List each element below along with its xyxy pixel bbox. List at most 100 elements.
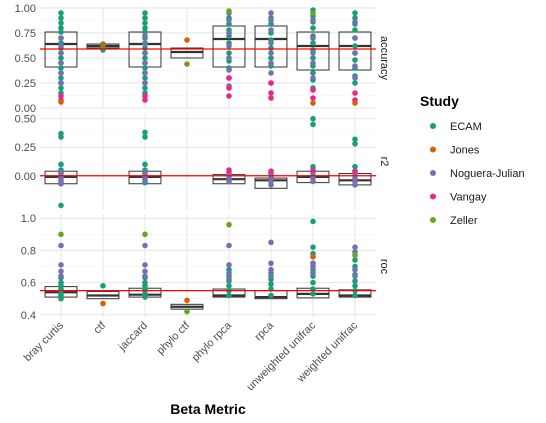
point-noguera-julian (352, 273, 358, 279)
panel-r2: 0.00 0.25 0.50 r2 (15, 113, 390, 210)
point-vangay (310, 167, 316, 173)
point-noguera-julian (226, 262, 232, 268)
x-tick-label: phylo rpca (190, 319, 235, 364)
y-tick-label: 0.4 (21, 310, 36, 322)
panels-layer: 0.00 0.25 0.50 0.75 1.00 accuracy 0.00 0.25 0.50… (15, 3, 391, 322)
point-noguera-julian (352, 182, 358, 188)
point-noguera-julian (226, 17, 232, 23)
point-noguera-julian (352, 19, 358, 25)
point-ecam (310, 40, 316, 46)
point-noguera-julian (352, 50, 358, 56)
point-ecam (268, 55, 274, 61)
x-tick-label: unweighted unifrac (244, 319, 318, 393)
point-zeller (142, 231, 148, 238)
point-ecam (352, 283, 358, 289)
point-noguera-julian (310, 50, 316, 56)
point-ecam (352, 80, 358, 86)
legend-label: ECAM (450, 121, 482, 133)
point-noguera-julian (142, 242, 148, 249)
point-jones (352, 100, 358, 106)
point-ecam (58, 65, 64, 71)
point-ecam (310, 291, 316, 297)
point-noguera-julian (58, 50, 64, 56)
point-ecam (142, 129, 148, 136)
legend-key-noguera-julian (430, 170, 436, 176)
point-ecam (142, 15, 148, 21)
point-ecam (310, 218, 316, 225)
point-vangay (226, 85, 232, 91)
point-noguera-julian (310, 178, 316, 185)
y-tick-label: 0.00 (15, 103, 36, 115)
point-noguera-julian (58, 268, 64, 275)
point-ecam (142, 25, 148, 31)
point-zeller (184, 308, 190, 315)
point-ecam (268, 292, 274, 299)
point-noguera-julian (58, 273, 64, 279)
point-noguera-julian (58, 169, 64, 176)
point-ecam (352, 278, 358, 284)
point-ecam (58, 295, 64, 302)
y-tick-label: 1.00 (15, 3, 36, 15)
point-noguera-julian (268, 70, 274, 76)
point-ecam (58, 75, 64, 81)
point-noguera-julian (268, 182, 274, 188)
point-noguera-julian (310, 35, 316, 41)
point-noguera-julian (226, 67, 232, 73)
point-noguera-julian (142, 70, 148, 76)
y-tick-label: 0.75 (15, 28, 36, 40)
legend-label: Noguera-Julian (450, 168, 525, 180)
point-noguera-julian (226, 55, 232, 61)
point-noguera-julian (268, 273, 274, 279)
point-noguera-julian (142, 273, 148, 279)
point-noguera-julian (310, 263, 316, 270)
point-ecam (142, 294, 148, 300)
point-ecam (352, 27, 358, 33)
y-tick-label: 0.25 (15, 78, 36, 90)
point-ecam (310, 55, 316, 61)
point-vangay (58, 93, 64, 99)
point-ecam (352, 136, 358, 143)
x-axis-title: Beta Metric (170, 401, 246, 417)
point-noguera-julian (58, 242, 64, 249)
point-noguera-julian (268, 10, 274, 16)
legend-key-zeller (430, 217, 436, 223)
point-vangay (268, 95, 274, 101)
point-ecam (58, 85, 64, 91)
point-zeller (226, 8, 232, 14)
point-noguera-julian (226, 242, 232, 249)
point-noguera-julian (310, 270, 316, 276)
legend-title: Study (420, 93, 459, 109)
point-noguera-julian (268, 239, 274, 246)
legend-entries: ECAM Jones Noguera-Julian Vangay Zeller (430, 121, 525, 227)
facet-strip-label: accuracy (378, 36, 390, 81)
legend-label: Vangay (450, 192, 487, 204)
point-ecam (310, 279, 316, 286)
point-ecam (58, 15, 64, 21)
point-vangay (268, 80, 274, 86)
point-ecam (58, 29, 64, 35)
point-vangay (226, 93, 232, 99)
point-ecam (352, 141, 358, 147)
point-vangay (226, 75, 232, 81)
point-ecam (352, 15, 358, 21)
point-noguera-julian (142, 177, 148, 184)
point-ecam (142, 75, 148, 81)
facet-strip-label: r2 (378, 157, 390, 167)
point-noguera-julian (268, 60, 274, 66)
y-tick-label: 0.6 (21, 278, 36, 290)
point-noguera-julian (352, 244, 358, 250)
point-noguera-julian (268, 50, 274, 56)
point-ecam (142, 65, 148, 71)
point-jones (310, 254, 316, 260)
point-jones (310, 100, 316, 106)
point-noguera-julian (352, 63, 358, 69)
point-ecam (352, 43, 358, 49)
point-ecam (352, 10, 358, 16)
legend-key-vangay (430, 193, 436, 200)
x-tick-label: bray curtis (22, 319, 67, 364)
x-tick-label: phylo ctf (155, 319, 193, 357)
point-ecam (226, 283, 232, 289)
point-noguera-julian (268, 266, 274, 273)
point-noguera-julian (142, 50, 148, 56)
x-tick-label: rpca (252, 319, 276, 343)
